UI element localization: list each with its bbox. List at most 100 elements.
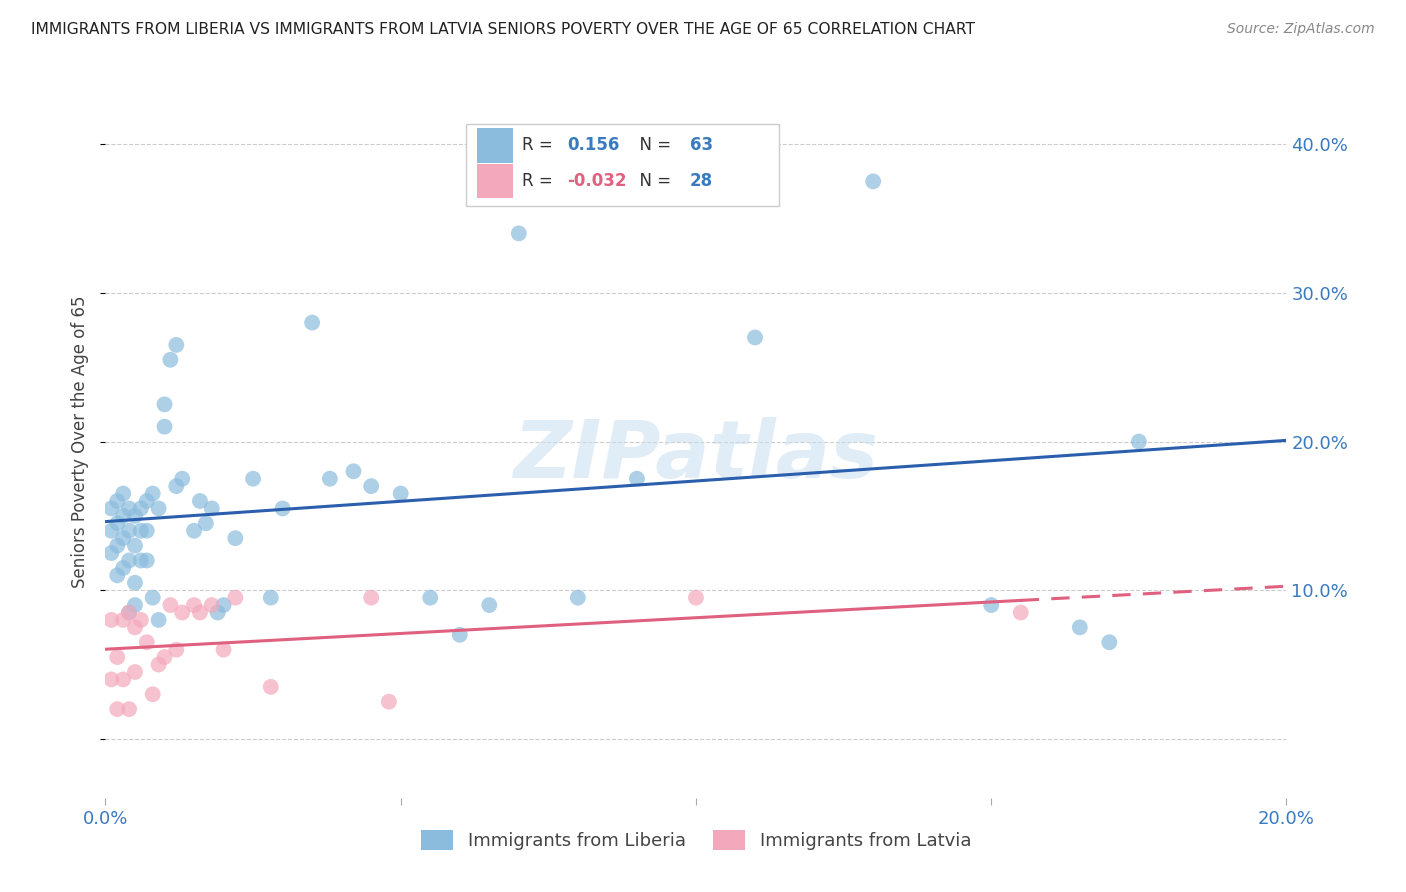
Point <box>1069 620 1091 634</box>
Point <box>980 598 1002 612</box>
Point <box>389 486 412 500</box>
Point <box>118 501 141 516</box>
Point <box>1010 606 1032 620</box>
Point <box>224 531 246 545</box>
Point <box>419 591 441 605</box>
Point <box>142 687 165 701</box>
Point <box>118 702 141 716</box>
Point <box>100 613 122 627</box>
Point <box>201 598 224 612</box>
Point <box>105 702 128 716</box>
Point <box>100 501 122 516</box>
Point <box>194 516 217 531</box>
Text: IMMIGRANTS FROM LIBERIA VS IMMIGRANTS FROM LATVIA SENIORS POVERTY OVER THE AGE O: IMMIGRANTS FROM LIBERIA VS IMMIGRANTS FR… <box>31 22 974 37</box>
Point <box>135 494 157 508</box>
Point <box>360 591 382 605</box>
Point <box>100 524 122 538</box>
FancyBboxPatch shape <box>465 124 779 206</box>
Point <box>212 642 235 657</box>
Text: R =: R = <box>523 136 558 154</box>
Point <box>360 479 382 493</box>
Point <box>148 657 170 672</box>
Point <box>224 591 246 605</box>
Point <box>124 665 146 679</box>
Point <box>105 539 128 553</box>
Point <box>135 635 157 649</box>
Point <box>271 501 294 516</box>
Point <box>301 316 323 330</box>
Point <box>626 472 648 486</box>
Point <box>508 227 530 241</box>
Point <box>118 524 141 538</box>
Point <box>165 479 187 493</box>
Point <box>685 591 707 605</box>
Text: -0.032: -0.032 <box>567 172 627 190</box>
Point <box>172 472 194 486</box>
Point <box>207 606 229 620</box>
Point <box>183 598 205 612</box>
FancyBboxPatch shape <box>478 164 513 198</box>
Point <box>118 553 141 567</box>
Point <box>260 680 283 694</box>
Point <box>129 501 152 516</box>
Legend: Immigrants from Liberia, Immigrants from Latvia: Immigrants from Liberia, Immigrants from… <box>413 822 979 857</box>
Point <box>165 338 187 352</box>
Point <box>112 486 135 500</box>
Point <box>118 606 141 620</box>
Point <box>172 606 194 620</box>
Point <box>1128 434 1150 449</box>
Point <box>744 330 766 344</box>
Point <box>153 650 176 665</box>
Point <box>124 598 146 612</box>
Point <box>342 464 364 478</box>
Point <box>201 501 224 516</box>
Point <box>242 472 264 486</box>
Point <box>105 516 128 531</box>
Point <box>159 598 181 612</box>
Point <box>148 501 170 516</box>
Point <box>112 561 135 575</box>
Point <box>142 591 165 605</box>
Point <box>1098 635 1121 649</box>
Point <box>188 494 211 508</box>
Point <box>124 539 146 553</box>
FancyBboxPatch shape <box>478 128 513 162</box>
Point <box>378 695 401 709</box>
Point <box>212 598 235 612</box>
Point <box>100 673 122 687</box>
Point <box>124 620 146 634</box>
Point <box>449 628 471 642</box>
Point <box>148 613 170 627</box>
Point <box>135 524 157 538</box>
Point <box>124 508 146 523</box>
Point <box>685 160 707 174</box>
Text: Source: ZipAtlas.com: Source: ZipAtlas.com <box>1227 22 1375 37</box>
Point <box>153 419 176 434</box>
Point <box>112 531 135 545</box>
Point <box>129 524 152 538</box>
Point <box>862 174 884 188</box>
Point <box>112 508 135 523</box>
Point <box>135 553 157 567</box>
Point <box>260 591 283 605</box>
Point <box>159 352 181 367</box>
Text: 63: 63 <box>690 136 713 154</box>
Text: R =: R = <box>523 172 558 190</box>
Point <box>142 486 165 500</box>
Point <box>100 546 122 560</box>
Text: N =: N = <box>628 172 676 190</box>
Point <box>319 472 342 486</box>
Point <box>478 598 501 612</box>
Point <box>129 553 152 567</box>
Point <box>105 650 128 665</box>
Point <box>105 568 128 582</box>
Point <box>129 613 152 627</box>
Text: N =: N = <box>628 136 676 154</box>
Point <box>188 606 211 620</box>
Point <box>153 397 176 411</box>
Point <box>124 575 146 590</box>
Point <box>165 642 187 657</box>
Point <box>105 494 128 508</box>
Point <box>112 673 135 687</box>
Text: 28: 28 <box>690 172 713 190</box>
